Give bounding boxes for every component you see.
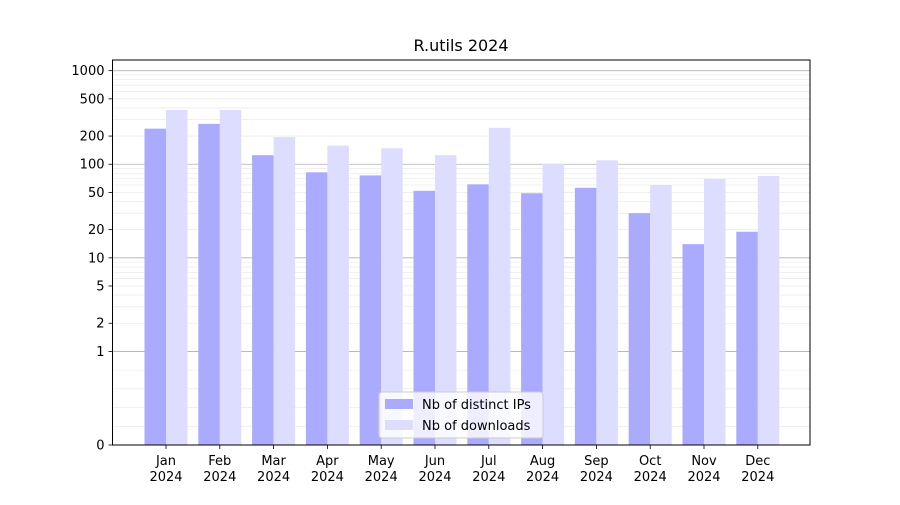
bar-downloads: [488, 127, 511, 445]
y-tick-label: 500: [80, 92, 105, 107]
legend-label: Nb of downloads: [422, 419, 531, 434]
x-tick-label-year: 2024: [580, 470, 613, 485]
chart-title: R.utils 2024: [413, 36, 508, 55]
x-tick-label-month: Jul: [480, 454, 497, 469]
y-tick-label: 100: [80, 158, 105, 173]
x-tick-label-year: 2024: [257, 470, 290, 485]
bar-downloads: [650, 185, 672, 445]
axis-layer: 01251020501002005001000Jan2024Feb2024Mar…: [71, 64, 774, 485]
x-tick-label-month: Sep: [584, 454, 609, 469]
bar-downloads: [596, 160, 618, 445]
x-tick-label-year: 2024: [741, 470, 774, 485]
bar-distinct-ips: [467, 184, 489, 445]
bar-downloads: [273, 137, 296, 445]
x-tick-label-month: Feb: [208, 454, 231, 469]
y-tick-label: 200: [80, 130, 105, 145]
legend-swatch: [385, 420, 413, 430]
bar-distinct-ips: [252, 155, 274, 445]
x-tick-label-year: 2024: [203, 470, 236, 485]
x-tick-label-year: 2024: [472, 470, 505, 485]
bar-distinct-ips: [628, 213, 651, 445]
y-tick-label: 2: [96, 317, 104, 332]
x-tick-label-year: 2024: [687, 470, 720, 485]
bar-downloads: [219, 109, 242, 446]
bar-distinct-ips: [198, 123, 220, 445]
x-tick-label-month: Apr: [316, 454, 339, 469]
y-tick-label: 5: [96, 280, 104, 295]
bar-distinct-ips: [682, 244, 704, 445]
x-tick-label-month: Jan: [155, 454, 176, 469]
bar-distinct-ips: [521, 193, 543, 445]
x-tick-label-month: Jun: [424, 454, 445, 469]
bar-downloads: [757, 175, 780, 445]
plot-area-frame: [112, 59, 811, 446]
x-tick-label-year: 2024: [311, 470, 344, 485]
bar-distinct-ips: [144, 128, 166, 445]
bar-distinct-ips: [736, 231, 758, 445]
y-tick-label: 20: [88, 223, 105, 238]
x-tick-label-year: 2024: [526, 470, 559, 485]
bar-distinct-ips: [305, 172, 328, 446]
x-tick-label-month: Mar: [261, 454, 286, 469]
y-tick-label: 10: [88, 251, 105, 266]
legend: Nb of distinct IPs Nb of downloads: [378, 391, 544, 439]
bar-layer: [144, 109, 780, 446]
x-tick-label-year: 2024: [418, 470, 451, 485]
bar-distinct-ips: [359, 175, 382, 445]
bar-downloads: [166, 109, 188, 446]
x-tick-label-month: Nov: [691, 454, 717, 469]
legend-box: [378, 391, 544, 439]
bar-distinct-ips: [574, 187, 597, 445]
x-tick-label-month: May: [368, 454, 395, 469]
bar-downloads: [327, 145, 349, 445]
x-tick-label-month: Dec: [745, 454, 770, 469]
y-tick-label: 50: [88, 186, 105, 201]
bar-downloads: [542, 163, 565, 445]
bar-distinct-ips: [413, 190, 435, 445]
y-tick-label: 1: [96, 345, 104, 360]
x-tick-label-month: Oct: [639, 454, 661, 469]
x-tick-label-year: 2024: [634, 470, 667, 485]
x-tick-label-month: Aug: [530, 454, 555, 469]
bar-downloads: [381, 148, 403, 446]
x-tick-label-year: 2024: [149, 470, 182, 485]
bar-downloads: [704, 178, 726, 446]
legend-swatch: [385, 399, 413, 409]
legend-label: Nb of distinct IPs: [422, 398, 531, 413]
y-tick-label: 0: [96, 439, 104, 454]
y-tick-label: 1000: [71, 64, 104, 79]
bar-downloads: [435, 155, 457, 445]
x-tick-label-year: 2024: [365, 470, 398, 485]
